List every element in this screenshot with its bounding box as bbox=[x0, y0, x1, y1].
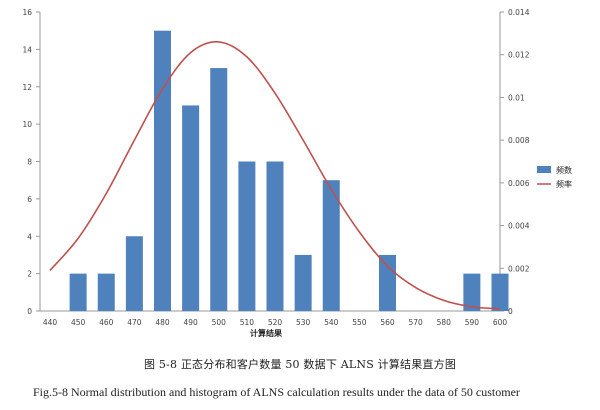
x-tick-label: 560 bbox=[380, 318, 395, 327]
x-tick-label: 570 bbox=[408, 318, 423, 327]
line-series bbox=[49, 41, 501, 310]
bar bbox=[125, 236, 143, 311]
bar bbox=[463, 273, 481, 311]
x-tick-label: 540 bbox=[324, 318, 339, 327]
y-tick-label: 14 bbox=[22, 45, 32, 54]
y-tick-label: 8 bbox=[27, 158, 32, 167]
x-tick-label: 450 bbox=[71, 318, 86, 327]
figure-caption-chinese: 图 5-8 正态分布和客户数量 50 数据下 ALNS 计算结果直方图 bbox=[143, 358, 457, 371]
y-tick-label: 16 bbox=[22, 8, 32, 17]
x-tick-label: 550 bbox=[352, 318, 367, 327]
x-tick-label: 480 bbox=[155, 318, 170, 327]
bar bbox=[379, 254, 396, 311]
y-tick-label: 2 bbox=[27, 270, 32, 279]
y-tick-label: 0 bbox=[27, 307, 32, 316]
x-tick-label: 510 bbox=[240, 318, 255, 327]
legend-label-bar: 频数 bbox=[556, 165, 572, 175]
x-tick-label: 580 bbox=[437, 318, 452, 327]
x-tick-label: 470 bbox=[127, 318, 142, 327]
legend: 频数 频率 bbox=[537, 165, 572, 189]
x-tick-label: 600 bbox=[493, 318, 508, 327]
legend-swatch-bar bbox=[537, 166, 551, 173]
frequency-curve bbox=[49, 41, 501, 310]
y-tick-label: 12 bbox=[22, 83, 32, 92]
y2-tick-label: 0.012 bbox=[508, 51, 530, 60]
tick-labels: 0 2 4 6 8 10 12 14 16 0 0.002 0.004 0.006 0.008 0.01 0.… bbox=[22, 8, 529, 327]
x-tick-label: 440 bbox=[43, 318, 58, 327]
legend-label-line: 频率 bbox=[556, 179, 572, 189]
bar bbox=[210, 68, 228, 311]
y-tick-label: 6 bbox=[27, 195, 32, 204]
y2-tick-label: 0.006 bbox=[508, 179, 530, 188]
bar bbox=[69, 273, 87, 311]
bar bbox=[154, 30, 171, 311]
y-tick-label: 4 bbox=[27, 232, 32, 241]
figure-caption-english: Fig.5-8 Normal distribution and histogra… bbox=[33, 385, 520, 399]
bar bbox=[322, 180, 340, 311]
x-tick-label: 520 bbox=[268, 318, 283, 327]
y2-tick-label: 0.008 bbox=[508, 136, 530, 145]
x-tick-label: 530 bbox=[296, 318, 311, 327]
x-axis-title: 计算结果 bbox=[250, 328, 282, 338]
bar bbox=[238, 161, 256, 311]
y-tick-label: 10 bbox=[22, 120, 32, 129]
y2-tick-label: 0.002 bbox=[508, 264, 530, 273]
bar bbox=[97, 273, 115, 311]
x-tick-label: 500 bbox=[212, 318, 227, 327]
y2-tick-label: 0.01 bbox=[508, 93, 525, 102]
y2-tick-label: 0.014 bbox=[508, 8, 530, 17]
y2-tick-label: 0 bbox=[508, 307, 513, 316]
bar bbox=[491, 273, 509, 311]
y2-tick-label: 0.004 bbox=[508, 222, 530, 231]
chart: 0 2 4 6 8 10 12 14 16 0 0.002 0.004 0.006 0.008 0.01 0.… bbox=[22, 8, 572, 338]
bar bbox=[182, 105, 200, 311]
x-tick-label: 590 bbox=[465, 318, 480, 327]
bar bbox=[294, 254, 312, 311]
x-tick-label: 490 bbox=[183, 318, 198, 327]
bar-series bbox=[69, 30, 509, 311]
x-tick-label: 460 bbox=[99, 318, 114, 327]
bar bbox=[266, 161, 284, 311]
